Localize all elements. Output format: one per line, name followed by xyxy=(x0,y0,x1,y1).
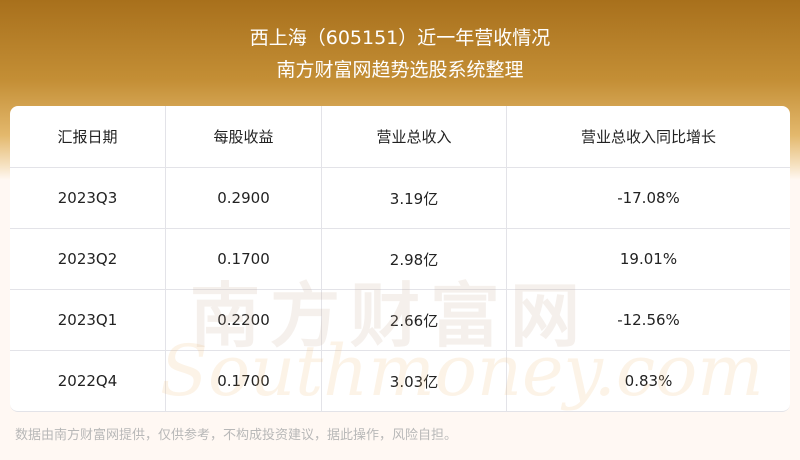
table-row: 2022Q4 0.1700 3.03亿 0.83% xyxy=(10,350,790,411)
table-row: 2023Q2 0.1700 2.98亿 19.01% xyxy=(10,228,790,289)
disclaimer: 数据由南方财富网提供，仅供参考，不构成投资建议，据此操作，风险自担。 xyxy=(15,428,458,443)
column-header: 营业总收入同比增长 xyxy=(506,106,790,167)
table-cell: 2023Q1 xyxy=(57,311,118,329)
table-cell: 0.1700 xyxy=(165,351,321,411)
page-title: 西上海（605151）近一年营收情况 南方财富网趋势选股系统整理 xyxy=(0,22,800,86)
table-cell: 3.03亿 xyxy=(321,351,506,411)
revenue-table: 汇报日期 每股收益 营业总收入 营业总收入同比增长 2023Q3 0.2900 3.… xyxy=(10,106,790,412)
table-cell: 19.01% xyxy=(506,229,790,289)
table-cell: -12.56% xyxy=(506,290,790,350)
table-header: 汇报日期 每股收益 营业总收入 营业总收入同比增长 xyxy=(10,106,790,167)
table-row: 2023Q3 0.2900 3.19亿 -17.08% xyxy=(10,167,790,228)
table-cell: 0.1700 xyxy=(165,229,321,289)
table-cell: 2.66亿 xyxy=(321,290,506,350)
title: 西上海（605151）近一年营收情况 xyxy=(249,27,551,49)
column-header: 每股收益 xyxy=(165,106,321,167)
table-cell: 2022Q4 xyxy=(57,372,118,390)
table-cell: 0.2200 xyxy=(165,290,321,350)
table-cell: 0.2900 xyxy=(165,168,321,228)
subtitle: 南方财富网趋势选股系统整理 xyxy=(276,59,524,81)
column-header: 汇报日期 xyxy=(57,128,118,146)
table-cell: 0.83% xyxy=(506,351,790,411)
table-cell: 3.19亿 xyxy=(321,168,506,228)
table-row: 2023Q1 0.2200 2.66亿 -12.56% xyxy=(10,289,790,350)
table-cell: 2023Q3 xyxy=(57,189,118,207)
table-cell: 2023Q2 xyxy=(57,250,118,268)
table-cell: -17.08% xyxy=(506,168,790,228)
table-cell: 2.98亿 xyxy=(321,229,506,289)
column-header: 营业总收入 xyxy=(321,106,506,167)
